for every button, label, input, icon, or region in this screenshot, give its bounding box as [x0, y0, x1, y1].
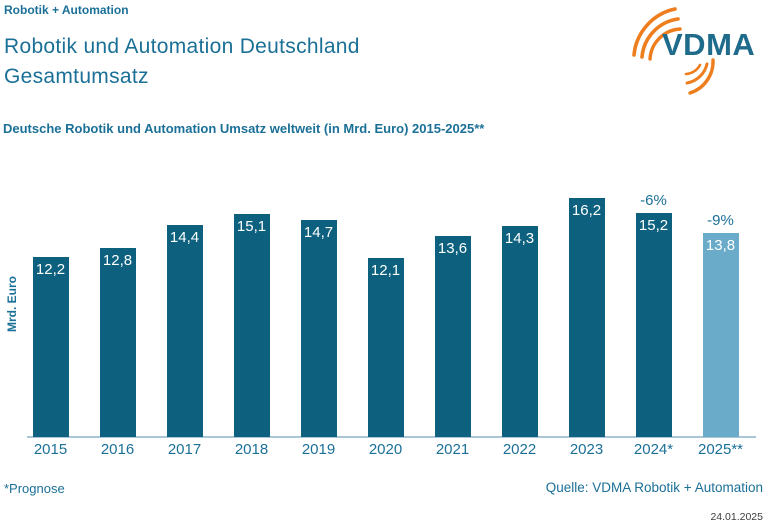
x-axis-tick-2019: 2019 — [301, 441, 336, 458]
x-axis-tick-2015: 2015 — [33, 441, 68, 458]
bar-2021: 13,6 — [434, 236, 471, 437]
x-axis-tick-2017: 2017 — [167, 441, 202, 458]
bar-value-label: 13,6 — [437, 240, 468, 257]
x-axis-tick-2018: 2018 — [234, 441, 269, 458]
bar-2022: 14,3 — [501, 226, 538, 437]
x-axis-line — [27, 436, 756, 438]
bar-2015: 12,2 — [32, 257, 69, 437]
vdma-logo: VDMA — [632, 7, 755, 95]
brand-line: Robotik + Automation — [4, 3, 129, 17]
bar-value-label: 13,8 — [705, 237, 736, 254]
percent-annotation-2024*: -6% — [640, 192, 667, 209]
bar-chart: 12,2 2015 12,8 2016 14,4 2017 15,1 2018 14,7 2019… — [0, 190, 768, 470]
bar-value-label: 12,1 — [370, 262, 401, 279]
bar-2024*: 15,2 — [635, 213, 672, 437]
x-axis-tick-2016: 2016 — [100, 441, 135, 458]
x-axis-tick-2022: 2022 — [502, 441, 537, 458]
forecast-footnote: *Prognose — [4, 481, 65, 496]
bar-value-label: 14,7 — [303, 224, 334, 241]
chart-title: Deutsche Robotik und Automation Umsatz w… — [3, 121, 485, 136]
bar-value-label: 12,2 — [35, 261, 66, 278]
bar-value-label: 15,1 — [236, 218, 267, 235]
bar-2018: 15,1 — [233, 214, 270, 437]
bar-value-label: 14,3 — [504, 230, 535, 247]
bar-value-label: 15,2 — [638, 217, 669, 234]
x-axis-tick-2020: 2020 — [368, 441, 403, 458]
x-axis-tick-2023: 2023 — [569, 441, 604, 458]
page-title: Robotik und Automation Deutschland Gesam… — [4, 32, 360, 92]
source-credit: Quelle: VDMA Robotik + Automation — [545, 480, 763, 495]
bar-2020: 12,1 — [367, 258, 404, 437]
logo-wordmark: VDMA — [662, 27, 755, 62]
x-axis-tick-2025**: 2025** — [697, 441, 744, 458]
bar-2023: 16,2 — [568, 198, 605, 437]
percent-annotation-2025**: -9% — [707, 212, 734, 229]
page-title-line2: Gesamtumsatz — [4, 65, 149, 88]
bar-2019: 14,7 — [300, 220, 337, 437]
bar-value-label: 12,8 — [102, 252, 133, 269]
bar-2025**: 13,8 — [702, 233, 739, 437]
bar-value-label: 16,2 — [571, 202, 602, 219]
bar-value-label: 14,4 — [169, 229, 200, 246]
bar-2017: 14,4 — [166, 225, 203, 437]
page-title-line1: Robotik und Automation Deutschland — [4, 35, 360, 58]
logo-arcs-icon — [632, 7, 715, 95]
bar-2016: 12,8 — [99, 248, 136, 437]
x-axis-tick-2021: 2021 — [435, 441, 470, 458]
date-stamp: 24.01.2025 — [710, 511, 763, 523]
x-axis-tick-2024*: 2024* — [633, 441, 674, 458]
